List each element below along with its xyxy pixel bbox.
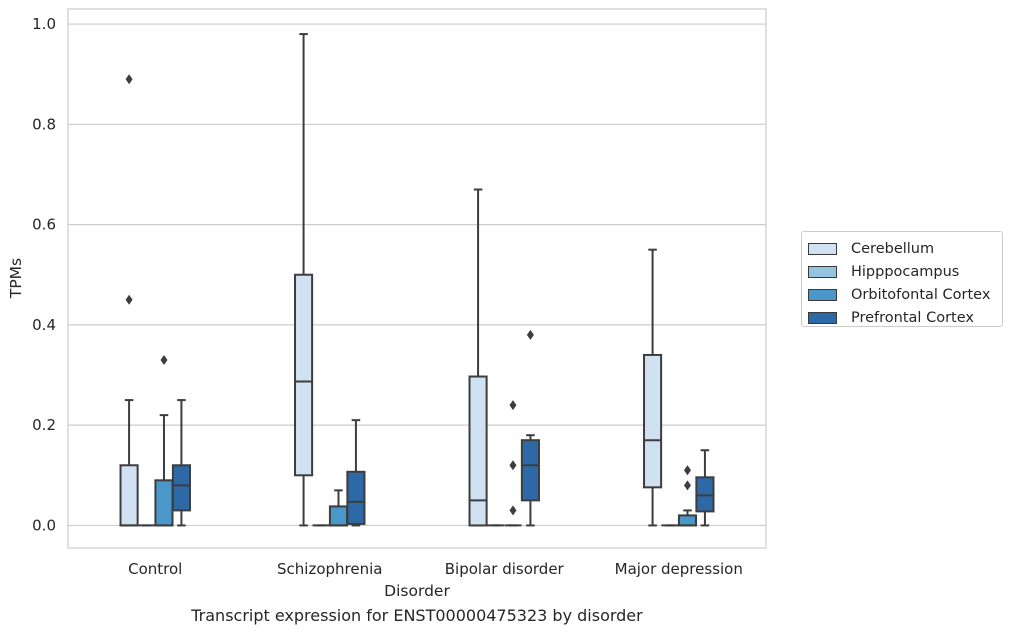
box bbox=[695, 449, 715, 527]
box bbox=[346, 419, 366, 527]
legend-swatch-hippocampus bbox=[808, 265, 837, 278]
y-tick-label: 0.2 bbox=[32, 416, 56, 434]
outlier-point bbox=[160, 354, 168, 365]
legend: Cerebellum Hipppocampus Orbitofontal Cor… bbox=[801, 231, 1003, 327]
box-body bbox=[154, 479, 174, 527]
outlier-point bbox=[509, 460, 517, 471]
y-tick-label: 0.6 bbox=[32, 216, 56, 234]
box-body bbox=[468, 375, 488, 527]
box-body bbox=[520, 439, 540, 502]
legend-label-orbitofrontal-cortex: Orbitofontal Cortex bbox=[851, 286, 991, 303]
box-groups bbox=[119, 33, 715, 527]
box bbox=[504, 400, 522, 527]
outlier-point bbox=[683, 465, 691, 476]
x-axis-label: Disorder bbox=[384, 582, 450, 600]
outlier-point bbox=[509, 505, 517, 516]
outlier-point bbox=[683, 480, 691, 491]
figure-caption: Transcript expression for ENST0000047532… bbox=[191, 606, 643, 625]
box-body bbox=[119, 464, 139, 527]
box bbox=[520, 329, 540, 527]
legend-swatch-cerebellum bbox=[808, 242, 837, 255]
box-body bbox=[695, 476, 715, 513]
outlier-point bbox=[509, 400, 517, 411]
plot-frame bbox=[67, 8, 767, 549]
y-axis-label: TPMs bbox=[7, 258, 25, 299]
x-tick-labels: Control Schizophrenia Bipolar disorder Majo… bbox=[128, 560, 743, 578]
box bbox=[468, 188, 488, 527]
box bbox=[328, 489, 349, 527]
legend-item-prefrontal-cortex: Prefrontal Cortex bbox=[808, 306, 1002, 329]
x-tick-label: Control bbox=[128, 560, 182, 578]
box-body bbox=[677, 514, 698, 527]
legend-label-cerebellum: Cerebellum bbox=[851, 240, 935, 257]
box-body bbox=[346, 470, 366, 525]
x-tick-label: Bipolar disorder bbox=[445, 560, 565, 578]
outlier-point bbox=[125, 294, 133, 305]
legend-item-orbitofrontal-cortex: Orbitofontal Cortex bbox=[808, 283, 1002, 306]
box-body bbox=[643, 353, 663, 489]
legend-item-cerebellum: Cerebellum bbox=[808, 237, 1002, 260]
y-tick-label: 0.4 bbox=[32, 316, 56, 334]
legend-swatch-prefrontal-cortex bbox=[808, 311, 837, 324]
legend-label-hippocampus: Hipppocampus bbox=[851, 263, 960, 280]
box-body bbox=[294, 273, 314, 477]
legend-label-prefrontal-cortex: Prefrontal Cortex bbox=[851, 309, 974, 326]
outlier-point bbox=[125, 74, 133, 85]
legend-swatch-orbitofrontal-cortex bbox=[808, 288, 837, 301]
box bbox=[171, 399, 191, 527]
box bbox=[154, 354, 174, 527]
y-tick-labels: 0.0 0.2 0.4 0.6 0.8 1.0 bbox=[32, 15, 56, 534]
outlier-point bbox=[526, 329, 534, 340]
y-tick-label: 1.0 bbox=[32, 15, 56, 33]
box bbox=[677, 465, 698, 527]
box bbox=[643, 248, 663, 527]
legend-item-hippocampus: Hipppocampus bbox=[808, 260, 1002, 283]
y-tick-label: 0.0 bbox=[32, 516, 56, 534]
box bbox=[294, 33, 314, 527]
y-tick-label: 0.8 bbox=[32, 115, 56, 133]
x-tick-label: Major depression bbox=[615, 560, 743, 578]
box-body bbox=[171, 464, 191, 512]
box bbox=[119, 74, 139, 527]
box-body bbox=[328, 505, 349, 527]
x-tick-label: Schizophrenia bbox=[277, 560, 382, 578]
